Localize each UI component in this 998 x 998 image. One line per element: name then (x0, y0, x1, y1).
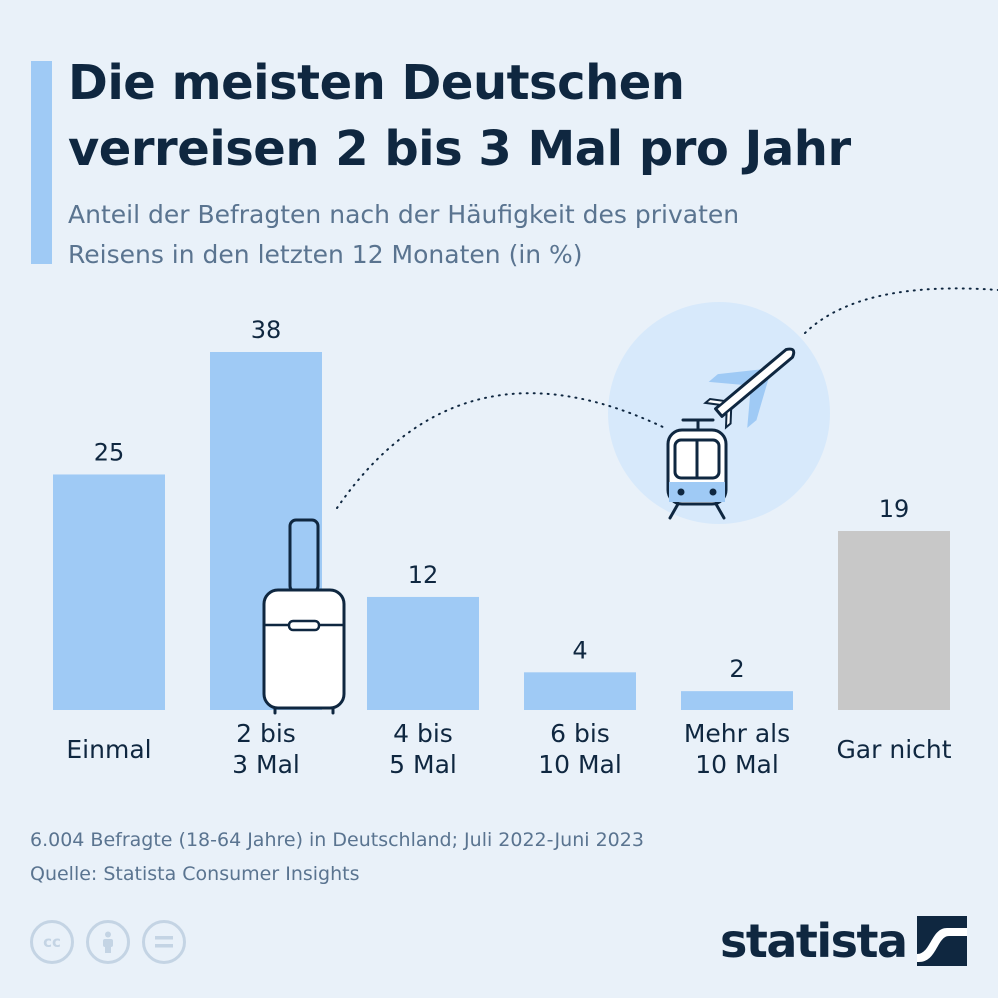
bar-3 (367, 596, 479, 710)
suitcase-icon (262, 518, 346, 715)
bar-4 (524, 672, 636, 710)
category-label-3-line-1: 4 bis (393, 719, 453, 748)
category-label-2-line-2: 3 Mal (232, 750, 300, 779)
bar-1 (53, 474, 165, 710)
bar-5 (681, 691, 793, 710)
value-label-2: 38 (251, 316, 282, 344)
category-label-4-line-2: 10 Mal (538, 750, 622, 779)
source-note: Quelle: Statista Consumer Insights (30, 863, 360, 885)
chart-subtitle-line-2: Reisens in den letzten 12 Monaten (in %) (68, 240, 583, 269)
bar-6 (838, 531, 950, 710)
equals-icon[interactable] (142, 920, 186, 964)
travel-illustration (336, 287, 998, 524)
category-label-3-line-2: 5 Mal (389, 750, 457, 779)
category-label-5-line-2: 10 Mal (695, 750, 779, 779)
category-label-6-line-1: Gar nicht (836, 735, 951, 764)
category-label-5-line-1: Mehr als (684, 719, 790, 748)
chart-title: Die meisten Deutschen verreisen 2 bis 3 … (68, 50, 968, 182)
category-label-1-line-1: Einmal (66, 735, 151, 764)
value-label-5: 2 (729, 655, 744, 683)
value-label-1: 25 (94, 438, 125, 466)
category-label-4-line-1: 6 bis (550, 719, 610, 748)
survey-note: 6.004 Befragte (18-64 Jahre) in Deutschl… (30, 829, 644, 851)
person-icon[interactable] (86, 920, 130, 964)
airplane-icon (703, 347, 796, 430)
title-accent-bar (31, 61, 52, 264)
chart-subtitle: Anteil der Befragten nach der Häufigkeit… (68, 195, 948, 275)
chart-title-line-1: Die meisten Deutschen (68, 55, 685, 111)
category-label-2-line-1: 2 bis (236, 719, 296, 748)
statista-logo-icon (916, 916, 967, 966)
value-labels: 25 38 12 4 2 19 (94, 316, 910, 683)
value-label-4: 4 (572, 636, 587, 664)
chart-subtitle-line-1: Anteil der Befragten nach der Häufigkeit… (68, 200, 740, 229)
cc-icon[interactable]: cc (30, 920, 74, 964)
statista-logo[interactable]: statista (720, 910, 967, 972)
train-icon (666, 418, 728, 520)
value-label-3: 12 (408, 561, 439, 589)
dotted-path-left (336, 392, 666, 509)
footnote: 6.004 Befragte (18-64 Jahre) in Deutschl… (30, 823, 644, 891)
license-icons: cc (30, 920, 186, 964)
value-label-6: 19 (879, 495, 910, 523)
chart-title-line-2: verreisen 2 bis 3 Mal pro Jahr (68, 121, 851, 177)
dotted-path-right (804, 287, 998, 334)
logo-text: statista (720, 914, 908, 968)
